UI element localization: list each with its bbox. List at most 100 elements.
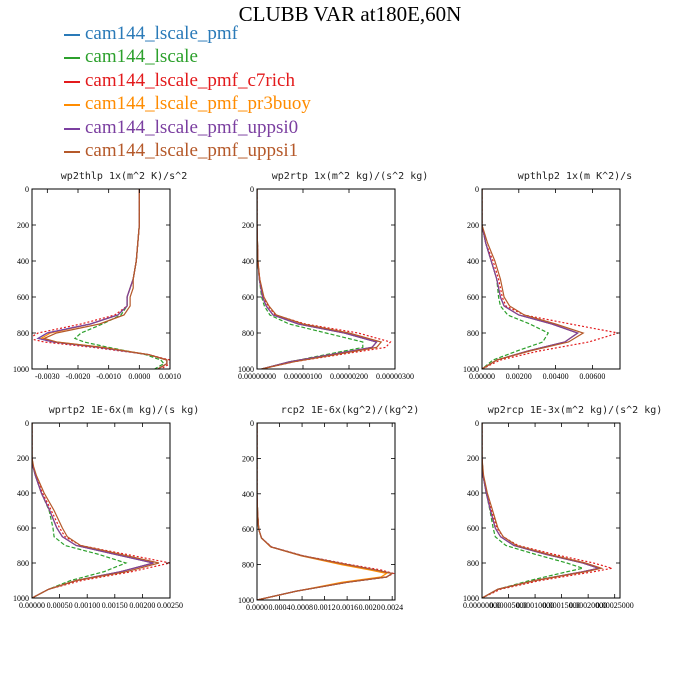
profile-panel-5: rcp2 1E-6x(kg^2)/(kg^2) 0 200 400 600 800 1000… <box>238 405 419 612</box>
series-line <box>482 189 619 369</box>
x-tick-label: 0.0000 <box>246 603 268 612</box>
y-tick-label: 600 <box>17 524 29 533</box>
x-tick-label: 0.00000 <box>469 372 495 381</box>
series-line <box>257 189 378 369</box>
x-tick-label: 0.0004 <box>269 603 291 612</box>
x-tick-label: 0.00020000 <box>569 601 607 610</box>
profile-panel-2: wp2rtp 1x(m^2 kg)/(s^2 kg) 0 200 400 600 800 1… <box>238 171 428 381</box>
y-tick-label: 200 <box>17 454 29 463</box>
y-tick-label: 1000 <box>463 365 479 374</box>
y-tick-label: 800 <box>467 559 479 568</box>
panel-title: wpthlp2 1x(m K^2)/s <box>518 171 632 182</box>
series-line <box>257 423 394 600</box>
legend-swatch <box>64 80 80 83</box>
legend-swatch <box>64 127 80 130</box>
plot-frame <box>481 188 621 370</box>
x-tick-label: 0.00200 <box>129 601 155 610</box>
series-line <box>42 189 168 369</box>
x-tick-label: 0.00025000 <box>596 601 634 610</box>
y-tick-label: 600 <box>17 293 29 302</box>
legend-label: cam144_lscale_pmf_uppsi1 <box>85 140 299 162</box>
y-tick-label: 1000 <box>463 594 479 603</box>
series-line <box>482 423 586 598</box>
profile-panel-3: wpthlp2 1x(m K^2)/s020040060080010000.00… <box>463 171 632 381</box>
legend-label: cam144_lscale_pmf_pr3buoy <box>85 93 311 115</box>
legend-item: cam144_lscale_pmf_uppsi0 <box>64 116 311 140</box>
y-tick-label: 0 <box>25 419 29 428</box>
series-line <box>482 189 585 369</box>
y-tick-label: 600 <box>242 293 254 302</box>
x-tick-label: 0.00000100 <box>284 372 322 381</box>
series-line <box>32 189 170 369</box>
legend-swatch <box>64 33 80 36</box>
legend-item: cam144_lscale <box>64 46 311 70</box>
x-tick-label: 0.00600 <box>579 372 605 381</box>
x-tick-label: 0.00400 <box>543 372 569 381</box>
legend-swatch <box>64 104 80 107</box>
legend-swatch <box>64 151 80 154</box>
legend-item: cam144_lscale_pmf <box>64 22 311 46</box>
y-tick-label: 600 <box>467 293 479 302</box>
series-line <box>32 423 160 598</box>
x-tick-label: 0.00010000 <box>516 601 554 610</box>
y-tick-label: 800 <box>242 329 254 338</box>
y-tick-label: 200 <box>242 221 254 230</box>
series-line <box>482 189 579 369</box>
series-line <box>257 423 394 600</box>
plot-frame <box>31 188 171 370</box>
panel-title: wp2rcp 1E-3x(m^2 kg)/(s^2 kg) <box>488 405 663 416</box>
y-tick-label: 800 <box>17 329 29 338</box>
x-tick-label: 0.00015000 <box>543 601 581 610</box>
y-tick-label: 400 <box>242 490 254 499</box>
plot-frame <box>256 422 396 601</box>
series-line <box>32 423 154 598</box>
x-tick-label: -0.0010 <box>96 372 121 381</box>
x-tick-label: 0.00000200 <box>330 372 368 381</box>
y-tick-label: 800 <box>467 329 479 338</box>
x-tick-label: 0.0020 <box>359 603 381 612</box>
y-tick-label: 1000 <box>13 594 29 603</box>
series-line <box>257 423 394 600</box>
y-tick-label: 0 <box>475 419 479 428</box>
legend-swatch <box>64 57 80 60</box>
y-tick-label: 200 <box>467 221 479 230</box>
x-tick-label: 0.0024 <box>381 603 403 612</box>
legend-item: cam144_lscale_pmf_uppsi1 <box>64 140 311 164</box>
y-tick-label: 0 <box>250 185 254 194</box>
x-tick-label: 0.00000000 <box>463 601 501 610</box>
x-tick-label: 0.00100 <box>74 601 100 610</box>
series-line <box>257 189 364 369</box>
y-tick-label: 200 <box>242 454 254 463</box>
profile-panel-4: wprtp2 1E-6x(m kg)/(s kg) 0 200 400 600 800 10… <box>13 405 199 610</box>
series-line <box>73 189 165 369</box>
series-line <box>482 423 602 598</box>
y-tick-label: 0 <box>250 419 254 428</box>
series-line <box>257 189 378 369</box>
x-tick-label: 0.00250 <box>157 601 183 610</box>
series-line <box>482 423 604 598</box>
x-tick-label: -0.0020 <box>66 372 91 381</box>
x-tick-label: 0.00050 <box>47 601 73 610</box>
y-tick-label: 400 <box>242 257 254 266</box>
legend-label: cam144_lscale_pmf_c7rich <box>85 69 295 91</box>
y-tick-label: 400 <box>17 257 29 266</box>
series-line <box>32 423 170 598</box>
x-tick-label: 0.00000300 <box>376 372 414 381</box>
legend-item: cam144_lscale_pmf_pr3buoy <box>64 93 311 117</box>
plot-frame <box>481 422 621 599</box>
series-line <box>257 423 395 600</box>
series-line <box>257 189 383 369</box>
legend-label: cam144_lscale_pmf_uppsi0 <box>85 116 299 138</box>
panel-title: wp2rtp 1x(m^2 kg)/(s^2 kg) <box>272 171 429 182</box>
legend-label: cam144_lscale_pmf <box>85 22 239 44</box>
y-tick-label: 0 <box>475 185 479 194</box>
y-tick-label: 1000 <box>238 596 254 605</box>
x-tick-label: 0.0000 <box>128 372 150 381</box>
figure-title: CLUBB VAR at180E,60N <box>238 2 462 26</box>
panel-title: rcp2 1E-6x(kg^2)/(kg^2) <box>281 405 419 416</box>
legend-item: cam144_lscale_pmf_c7rich <box>64 69 311 93</box>
series-line <box>482 189 550 369</box>
legend-label: cam144_lscale <box>85 46 198 68</box>
y-tick-label: 400 <box>467 257 479 266</box>
